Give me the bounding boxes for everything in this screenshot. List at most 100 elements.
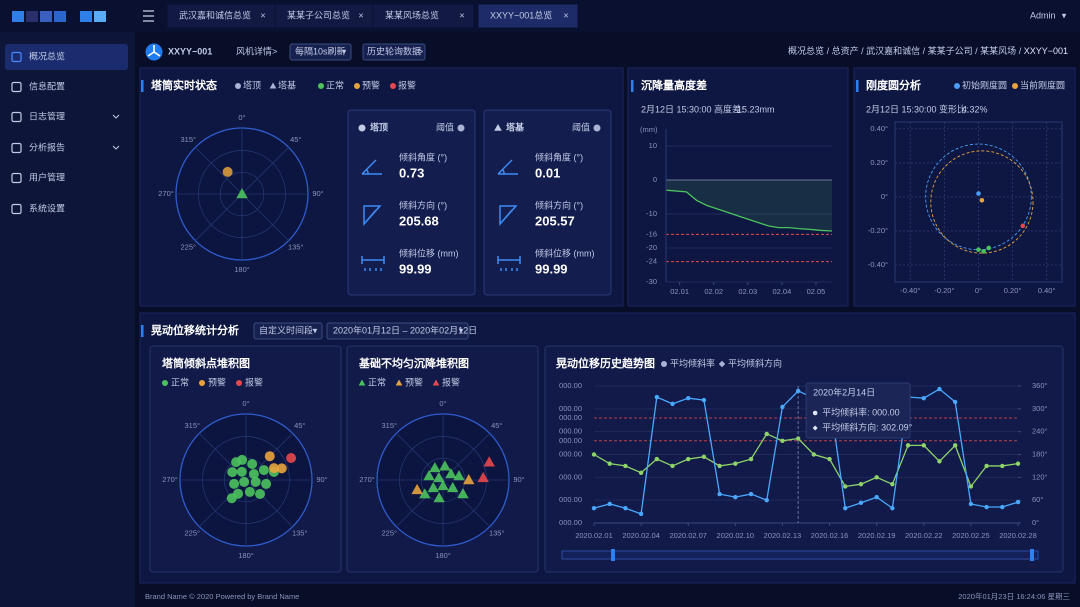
polar-angle-label: 315° bbox=[181, 135, 197, 144]
polar-angle-label: 225° bbox=[382, 529, 398, 538]
tab-label[interactable]: 武汉嘉和诚信总览 bbox=[179, 9, 251, 20]
area-fill bbox=[666, 180, 832, 231]
metric-label: 倾斜角度 (°) bbox=[535, 151, 583, 162]
tab[interactable] bbox=[274, 3, 374, 29]
threshold-label: -24 bbox=[646, 257, 657, 266]
logo-block bbox=[26, 11, 38, 22]
polar-point bbox=[248, 469, 259, 480]
x-tick-label: 2020.02.13 bbox=[764, 531, 802, 540]
user-name[interactable]: Admin bbox=[1030, 10, 1056, 20]
breadcrumb-item[interactable]: 某某子公司 bbox=[928, 46, 973, 56]
tab[interactable] bbox=[372, 3, 475, 29]
tab-label[interactable]: XXYY−001总览 bbox=[490, 9, 552, 20]
tab[interactable] bbox=[477, 3, 579, 29]
breadcrumb-item[interactable]: 某某风场 bbox=[980, 46, 1016, 56]
menu-item[interactable]: 概况总览 bbox=[29, 50, 65, 61]
polar-angle-label: 315° bbox=[185, 421, 201, 430]
series-line bbox=[593, 433, 1019, 488]
card-icon bbox=[497, 159, 518, 175]
metric-label: 倾斜方向 (°) bbox=[535, 199, 583, 210]
menu-item[interactable]: 用户管理 bbox=[29, 171, 65, 182]
polar-point bbox=[447, 481, 459, 493]
zoom-handle[interactable] bbox=[1030, 549, 1034, 561]
card-icon bbox=[361, 256, 385, 271]
x-tick-label: 02.04 bbox=[773, 287, 792, 296]
history-button[interactable] bbox=[362, 43, 426, 61]
menu-icon bbox=[11, 111, 22, 123]
menu-item[interactable]: 日志管理 bbox=[29, 110, 65, 121]
y-tick-label: -10 bbox=[646, 209, 657, 218]
series-point bbox=[686, 456, 691, 462]
tab-label[interactable]: 某某子公司总览 bbox=[287, 9, 350, 20]
card-icon bbox=[363, 205, 382, 226]
threshold-label: 000.00 bbox=[559, 436, 582, 445]
polar-angle-label: 135° bbox=[489, 529, 505, 538]
menu-item[interactable]: 分析报告 bbox=[29, 141, 65, 152]
info-icon bbox=[593, 124, 601, 132]
series-point bbox=[843, 505, 848, 511]
series-point bbox=[748, 456, 754, 462]
zoom-slider[interactable] bbox=[561, 550, 1039, 560]
x-tick-label: 0.20° bbox=[1004, 286, 1022, 295]
refresh-label[interactable]: 每隔10s刷新 bbox=[295, 45, 346, 56]
series-point bbox=[874, 475, 879, 480]
history-label[interactable]: 历史轮询数据 bbox=[367, 45, 421, 56]
range-select[interactable] bbox=[253, 322, 323, 340]
breadcrumb-item[interactable]: 总资产 bbox=[832, 45, 859, 56]
area-line bbox=[665, 189, 833, 232]
series-point bbox=[654, 394, 660, 400]
range-select-label[interactable]: 自定义时间段 bbox=[259, 324, 313, 335]
series-point bbox=[890, 481, 895, 487]
detail-link[interactable]: 风机详情 bbox=[236, 45, 272, 56]
breadcrumb-item[interactable]: 概况总览 bbox=[788, 45, 824, 56]
series-point bbox=[623, 505, 628, 511]
y-tick-label: 0.40° bbox=[870, 124, 888, 133]
x-tick-label: 02.01 bbox=[670, 287, 689, 296]
polar-angle-label: 45° bbox=[294, 421, 305, 430]
tab-label[interactable]: 某某风场总览 bbox=[385, 9, 439, 20]
metric-value: 99.99 bbox=[535, 261, 568, 276]
polar-point bbox=[276, 463, 287, 474]
panel-title: 塔筒倾斜点堆积图 bbox=[162, 356, 250, 370]
polar-angle-label: 90° bbox=[316, 475, 327, 484]
metric-value: 0.01 bbox=[535, 165, 560, 180]
legend-icon bbox=[236, 380, 242, 386]
panel-title: 基础不均匀沉降堆积图 bbox=[358, 356, 469, 370]
tab-close: × bbox=[459, 10, 464, 20]
menu-item[interactable]: 系统设置 bbox=[29, 202, 65, 213]
series-point bbox=[952, 443, 958, 448]
tooltip-icon bbox=[812, 410, 818, 416]
title-bar bbox=[856, 80, 859, 92]
legend-icon bbox=[235, 83, 241, 89]
polar-point bbox=[255, 489, 266, 500]
series-point bbox=[937, 386, 942, 392]
date-range-label[interactable]: 2020年01月12日 – 2020年02月12日 bbox=[333, 324, 477, 335]
zoom-handle[interactable] bbox=[611, 549, 615, 561]
card-threshold[interactable]: 阈值 bbox=[436, 121, 454, 132]
y-tick-label: 000.00 bbox=[559, 427, 582, 436]
menu-item[interactable]: 信息配置 bbox=[29, 80, 65, 91]
y-tick-label: 0° bbox=[881, 192, 888, 201]
polar-point bbox=[433, 471, 445, 483]
menu-icon bbox=[11, 51, 22, 63]
polar-point bbox=[463, 474, 475, 485]
breadcrumb-item[interactable]: 武汉嘉和诚信 bbox=[866, 45, 920, 56]
date-range[interactable] bbox=[326, 322, 469, 340]
polar-point bbox=[258, 465, 269, 476]
series-point bbox=[795, 388, 801, 394]
threshold-label: -16 bbox=[646, 229, 657, 238]
x-tick-label: 2020.02.28 bbox=[999, 531, 1037, 540]
tab-close: × bbox=[563, 10, 568, 20]
tab-close: × bbox=[358, 10, 363, 20]
card-threshold[interactable]: 阈值 bbox=[572, 121, 590, 132]
refresh-select[interactable] bbox=[289, 43, 352, 61]
card-title: 塔基 bbox=[506, 121, 525, 132]
scatter-point bbox=[976, 247, 981, 252]
x-tick-label: 2020.02.22 bbox=[905, 531, 943, 540]
x-tick-label: 2020.02.16 bbox=[811, 531, 849, 540]
title-bar bbox=[631, 80, 634, 92]
date-caret: ▾ bbox=[459, 325, 464, 335]
series-point bbox=[921, 443, 926, 448]
series-point bbox=[1015, 461, 1021, 466]
